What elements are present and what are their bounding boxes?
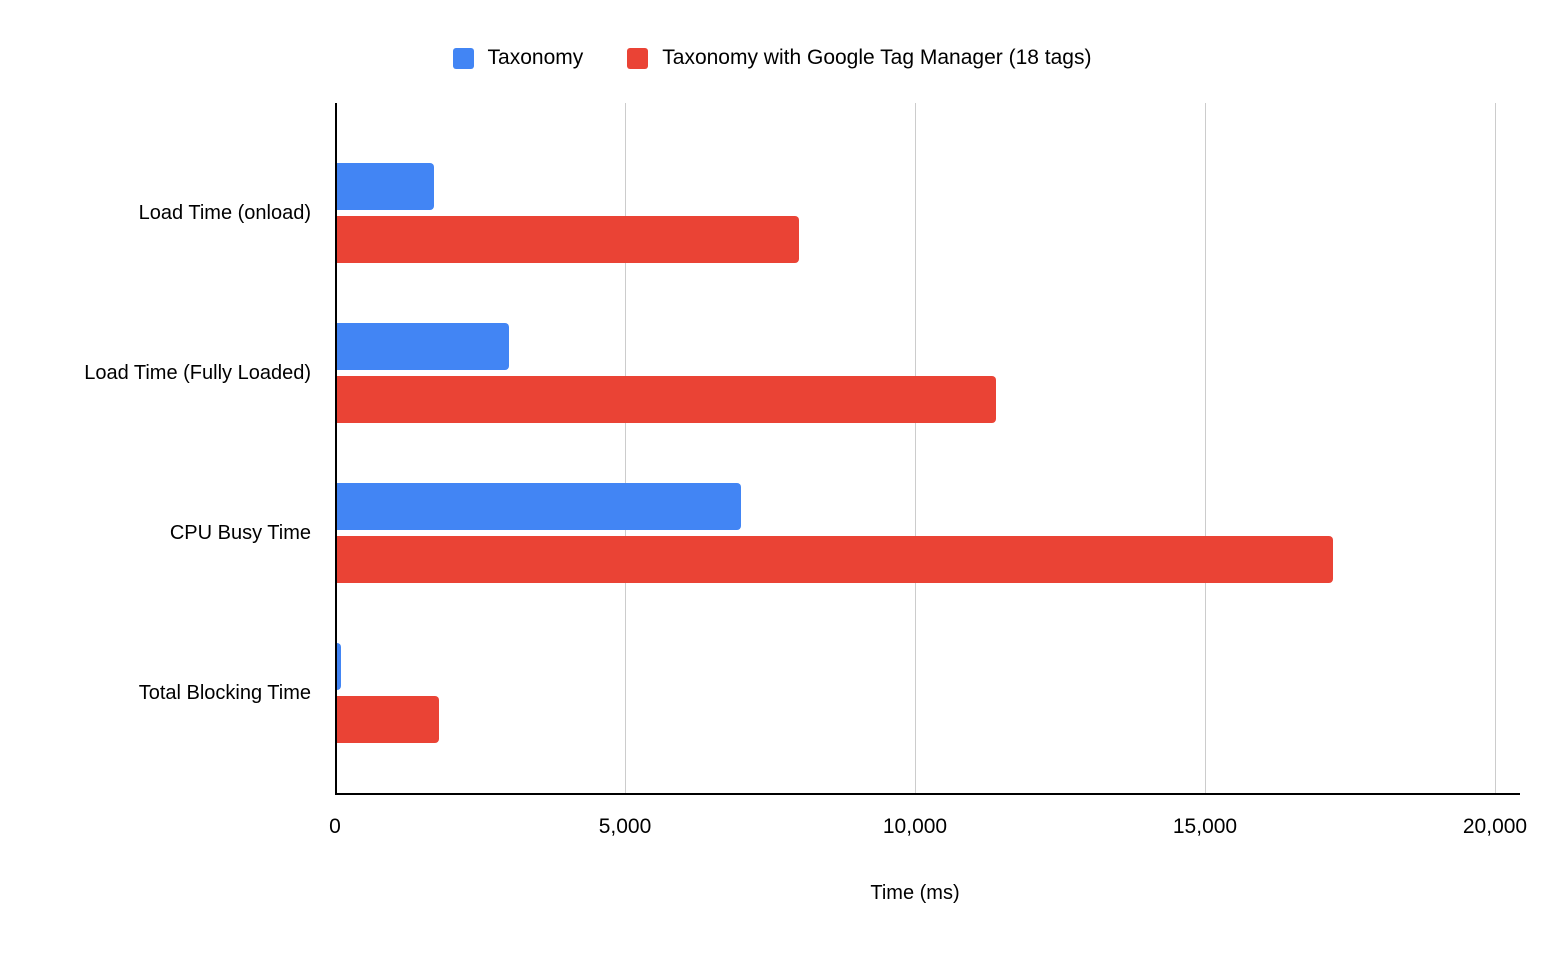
legend-label: Taxonomy bbox=[487, 46, 584, 69]
bar-taxonomy-2 bbox=[335, 323, 509, 370]
x-tick-label-10000: 10,000 bbox=[882, 815, 948, 838]
chart-legend: Taxonomy Taxonomy with Google Tag Manage… bbox=[0, 46, 1544, 70]
gridline-15000 bbox=[1205, 103, 1206, 793]
gridline-20000 bbox=[1495, 103, 1496, 793]
x-axis-title: Time (ms) bbox=[870, 882, 960, 904]
gridline-5000 bbox=[625, 103, 626, 793]
category-label-4: Total Blocking Time bbox=[138, 682, 311, 704]
gridline-10000 bbox=[915, 103, 916, 793]
bar-taxonomy-gtm-4 bbox=[335, 696, 440, 743]
category-label-2: Load Time (Fully Loaded) bbox=[84, 362, 311, 384]
y-axis-labels: Load Time (onload) Load Time (Fully Loade… bbox=[0, 103, 323, 795]
bar-taxonomy-3 bbox=[335, 483, 741, 530]
category-label-3: CPU Busy Time bbox=[169, 522, 311, 544]
legend-item-taxonomy: Taxonomy bbox=[452, 46, 584, 70]
bar-taxonomy-gtm-2 bbox=[335, 376, 997, 423]
bar-taxonomy-gtm-1 bbox=[335, 216, 799, 263]
legend-swatch-red bbox=[627, 47, 649, 69]
legend-item-taxonomy-gtm: Taxonomy with Google Tag Manager (18 tag… bbox=[627, 46, 1091, 70]
zero-axis-line bbox=[335, 103, 337, 793]
x-tick-label-5000: 5,000 bbox=[598, 815, 652, 838]
x-tick-label-20000: 20,000 bbox=[1462, 815, 1528, 838]
legend-label: Taxonomy with Google Tag Manager (18 tag… bbox=[662, 46, 1092, 69]
x-tick-label-0: 0 bbox=[329, 815, 341, 838]
legend-swatch-blue bbox=[452, 47, 474, 69]
plot-area bbox=[335, 103, 1520, 795]
x-tick-label-15000: 15,000 bbox=[1172, 815, 1238, 838]
bar-taxonomy-gtm-3 bbox=[335, 536, 1333, 583]
category-label-1: Load Time (onload) bbox=[138, 202, 311, 224]
bar-taxonomy-1 bbox=[335, 163, 434, 210]
bar-taxonomy-4 bbox=[335, 643, 341, 690]
x-axis-tick-labels: 0 5,000 10,000 15,000 20,000 bbox=[329, 815, 1527, 845]
